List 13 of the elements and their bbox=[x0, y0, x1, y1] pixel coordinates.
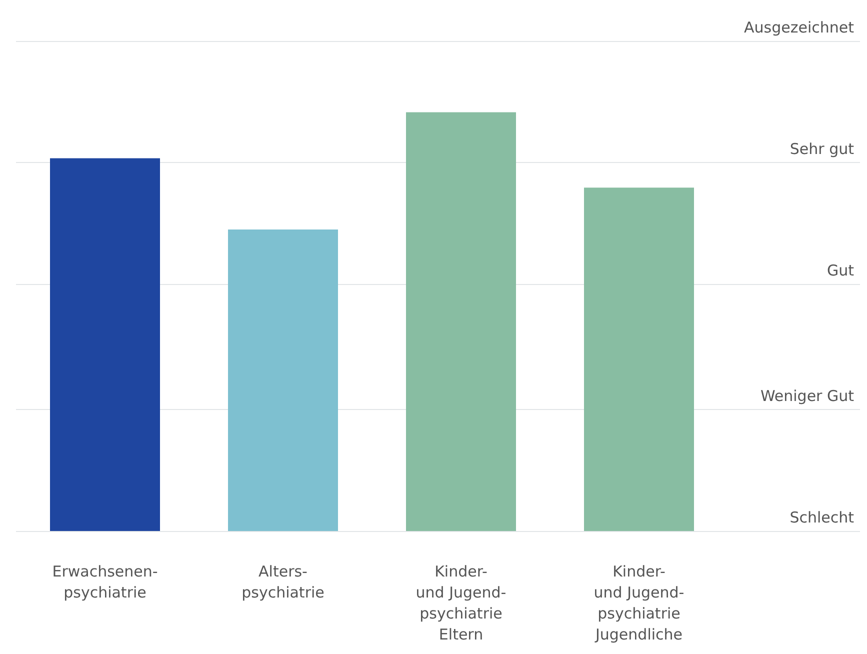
bar bbox=[406, 112, 516, 531]
ref-line-label: Weniger Gut bbox=[760, 387, 854, 406]
x-tick-label: Kinder- und Jugend- psychiatrie Jugendliche bbox=[594, 562, 684, 644]
bar bbox=[50, 158, 160, 531]
bar bbox=[584, 188, 694, 531]
x-tick-label: Erwachsenen- psychiatrie bbox=[52, 562, 158, 602]
ref-line-label: Schlecht bbox=[790, 508, 854, 526]
x-tick-label: Kinder- und Jugend- psychiatrie Eltern bbox=[416, 562, 506, 644]
ref-line-label: Gut bbox=[826, 261, 854, 280]
bar bbox=[228, 229, 338, 531]
ref-line-label: Ausgezeichnet bbox=[744, 18, 854, 36]
ref-line-label: Sehr gut bbox=[790, 140, 854, 158]
x-tick-label: Alters- psychiatrie bbox=[242, 562, 324, 602]
